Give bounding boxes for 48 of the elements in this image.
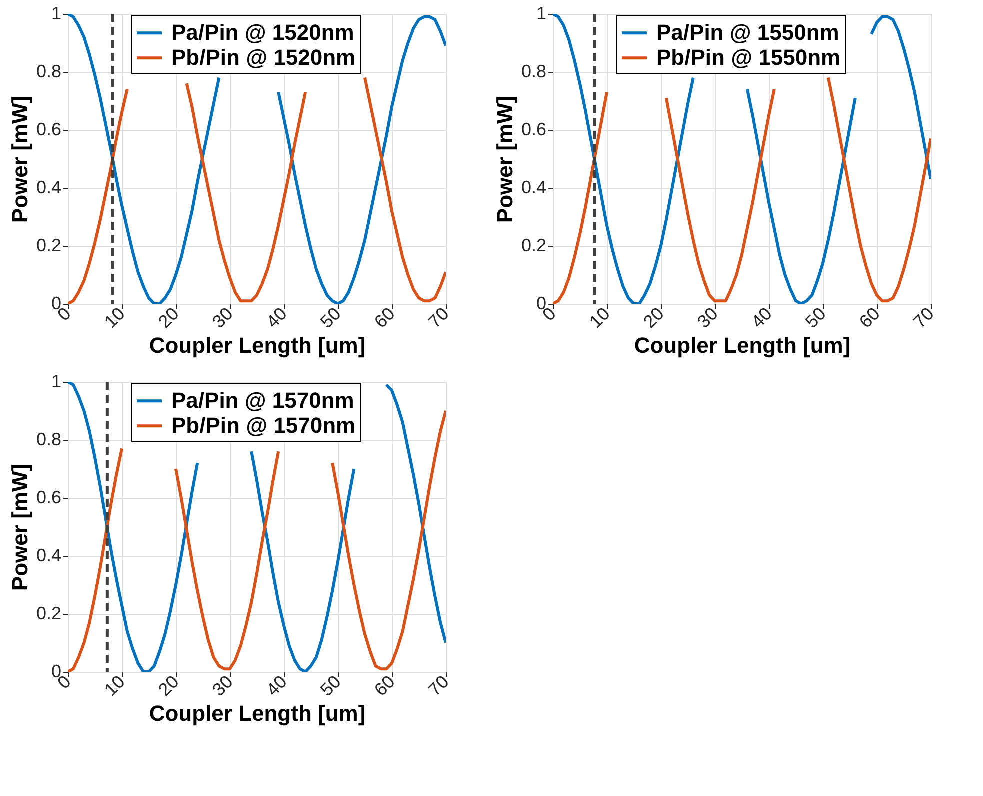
- y-tick-label: 0.4: [36, 178, 62, 198]
- y-axis-title: Power [mW]: [7, 464, 32, 592]
- y-tick-label: 0.6: [36, 120, 62, 140]
- y-tick-label: 0.6: [521, 120, 546, 140]
- x-axis-title: Coupler Length [um]: [149, 333, 366, 358]
- y-axis-title: Power [mW]: [7, 96, 32, 224]
- x-tick-label: 70: [424, 672, 453, 700]
- legend-label: Pb/Pin @ 1520nm: [172, 45, 356, 70]
- y-tick-label: 0.4: [521, 178, 546, 198]
- legend-label: Pb/Pin @ 1550nm: [656, 45, 841, 70]
- legend-label: Pa/Pin @ 1550nm: [656, 20, 840, 46]
- x-tick-label: 40: [262, 672, 291, 700]
- legend-label: Pa/Pin @ 1520nm: [172, 20, 354, 46]
- y-tick-label: 1: [51, 4, 62, 24]
- x-tick-label: 10: [100, 672, 129, 700]
- y-tick-label: 0.8: [36, 62, 62, 82]
- x-tick-label: 20: [154, 304, 183, 332]
- x-tick-label: 40: [748, 304, 776, 332]
- y-tick-label: 0.6: [36, 488, 62, 508]
- x-tick-label: 10: [100, 304, 129, 332]
- x-tick-label: 60: [856, 304, 884, 332]
- x-tick-label: 10: [586, 304, 614, 332]
- y-tick-label: 1: [536, 4, 546, 24]
- y-tick-label: 0.2: [36, 604, 62, 624]
- y-tick-label: 0.8: [36, 430, 62, 450]
- x-tick-label: 60: [370, 672, 399, 700]
- x-tick-label: 70: [424, 304, 453, 332]
- x-tick-label: 50: [802, 304, 830, 332]
- x-tick-label: 30: [208, 672, 237, 700]
- y-axis-title: Power [mW]: [492, 96, 518, 224]
- y-tick-label: 0.2: [36, 236, 62, 256]
- x-tick-label: 60: [370, 304, 399, 332]
- legend-label: Pa/Pin @ 1570nm: [172, 388, 354, 414]
- x-tick-label: 70: [910, 304, 938, 332]
- x-tick-label: 30: [208, 304, 237, 332]
- x-tick-label: 50: [316, 304, 345, 332]
- x-tick-label: 30: [694, 304, 722, 332]
- x-tick-label: 40: [262, 304, 291, 332]
- y-tick-label: 1: [51, 372, 62, 392]
- x-axis-title: Coupler Length [um]: [149, 701, 366, 726]
- x-tick-label: 50: [316, 672, 345, 700]
- x-tick-label: 20: [154, 672, 183, 700]
- x-axis-title: Coupler Length [um]: [634, 333, 851, 358]
- y-tick-label: 0.2: [521, 236, 546, 256]
- x-tick-label: 20: [640, 304, 668, 332]
- y-tick-label: 0.4: [36, 546, 62, 566]
- y-tick-label: 0.8: [521, 62, 546, 82]
- legend-label: Pb/Pin @ 1570nm: [172, 413, 356, 438]
